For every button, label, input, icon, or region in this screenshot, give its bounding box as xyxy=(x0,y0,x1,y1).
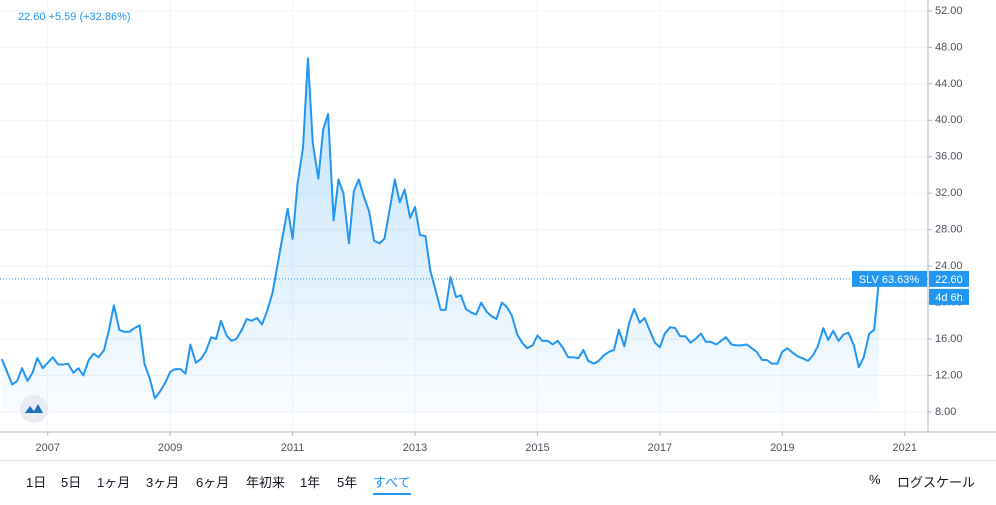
x-tick-label: 2017 xyxy=(648,442,672,454)
logo xyxy=(20,395,48,423)
series-badge xyxy=(852,270,927,287)
chart: 22.60 +5.59 (+32.86%) 8.0012.0016.0020.0… xyxy=(0,0,996,454)
header-quote: 22.60 +5.59 (+32.86%) xyxy=(18,11,131,23)
range-button[interactable]: 1日 xyxy=(26,475,47,490)
x-tick-label: 2011 xyxy=(281,442,305,454)
x-tick-label: 2009 xyxy=(158,442,182,454)
x-tick-label: 2015 xyxy=(525,442,549,454)
y-tick-label: 52.00 xyxy=(935,5,963,17)
range-button[interactable]: 1ヶ月 xyxy=(97,475,131,490)
y-tick-label: 16.00 xyxy=(935,333,963,345)
range-button[interactable]: すべて xyxy=(373,472,411,495)
price-badge xyxy=(929,270,969,287)
series-name: SLV xyxy=(859,274,880,286)
x-tick-label: 2007 xyxy=(36,442,60,454)
series-badge-label: SLV 63.63% xyxy=(859,274,920,286)
range-button[interactable]: 1年 xyxy=(300,475,321,490)
x-tick-label: 2013 xyxy=(403,442,427,454)
y-tick-label: 36.00 xyxy=(935,151,963,163)
x-tick-label: 2019 xyxy=(770,442,794,454)
area xyxy=(1,58,880,412)
range-button[interactable]: 5日 xyxy=(61,475,82,490)
y-tick-label: 44.00 xyxy=(935,78,963,90)
countdown-badge xyxy=(929,288,969,305)
range-button[interactable]: 5年 xyxy=(337,475,358,490)
toolbar: 1日 5日 1ヶ月 3ヶ月 6ヶ月 年初来 1年 5年 すべて% ログスケール xyxy=(0,460,996,505)
y-tick-label: 12.00 xyxy=(935,369,963,381)
y-tick-label: 32.00 xyxy=(935,187,963,199)
log-scale-toggle[interactable]: ログスケール xyxy=(897,475,976,490)
range-button[interactable]: 3ヶ月 xyxy=(146,475,180,490)
y-tick-label: 24.00 xyxy=(935,260,963,272)
x-tick-label: 2021 xyxy=(892,442,916,454)
percent-toggle[interactable]: % xyxy=(869,472,881,487)
y-tick-label: 48.00 xyxy=(935,41,963,53)
range-button[interactable]: 年初来 xyxy=(246,475,286,490)
y-tick-label: 8.00 xyxy=(935,406,956,418)
line xyxy=(0,57,881,400)
range-button[interactable]: 6ヶ月 xyxy=(196,475,230,490)
price-badge-label: 22.60 xyxy=(935,274,963,286)
y-tick-label: 40.00 xyxy=(935,114,963,126)
countdown-label: 4d 6h xyxy=(935,292,963,304)
y-tick-label: 28.00 xyxy=(935,224,963,236)
series-change: 63.63% xyxy=(882,274,920,286)
